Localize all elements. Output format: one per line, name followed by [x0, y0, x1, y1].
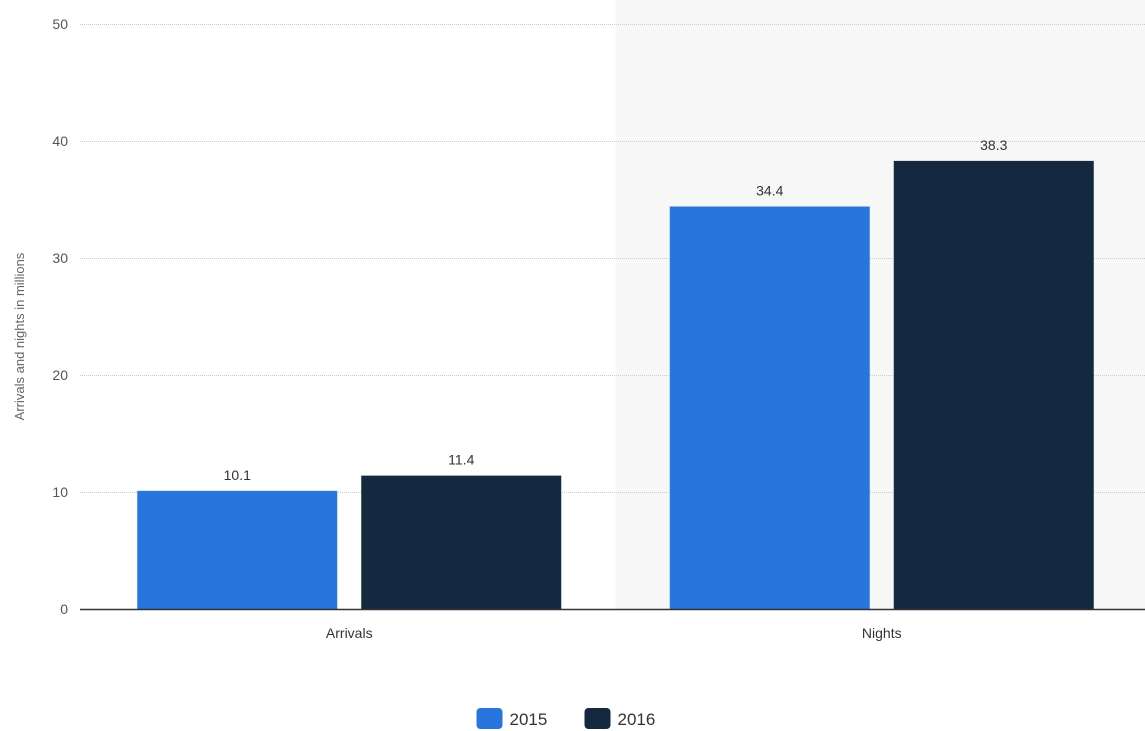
y-tick-label: 20	[52, 367, 68, 383]
bar-nights-2015[interactable]	[669, 206, 870, 609]
bars	[137, 160, 1094, 609]
legend[interactable]: 2015 2016	[476, 708, 656, 729]
bar-nights-2016[interactable]	[893, 160, 1094, 609]
y-tick-label: 50	[52, 16, 68, 32]
y-tick-label: 30	[52, 250, 68, 266]
x-axis-categories: Arrivals Nights	[326, 625, 902, 641]
y-tick-label: 0	[60, 601, 68, 617]
data-labels: 10.1 11.4 34.4 38.3	[224, 137, 1008, 483]
legend-swatch-2016[interactable]	[584, 708, 611, 729]
data-label: 10.1	[224, 467, 251, 483]
y-tick-label: 10	[52, 484, 68, 500]
x-category-label: Arrivals	[326, 625, 373, 641]
legend-label-2016[interactable]: 2016	[618, 710, 656, 729]
y-axis-ticks: 0 10 20 30 40 50	[52, 16, 68, 617]
x-category-label: Nights	[862, 625, 902, 641]
y-axis-title: Arrivals and nights in millions	[12, 252, 27, 420]
data-label: 11.4	[448, 452, 474, 468]
legend-label-2015[interactable]: 2015	[510, 710, 548, 729]
legend-swatch-2015[interactable]	[476, 708, 503, 729]
y-tick-label: 40	[52, 133, 68, 149]
gridlines	[80, 24, 1145, 493]
data-label: 34.4	[756, 183, 783, 199]
bar-arrivals-2015[interactable]	[137, 490, 338, 609]
bar-arrivals-2016[interactable]	[361, 475, 562, 609]
data-label: 38.3	[980, 137, 1007, 153]
